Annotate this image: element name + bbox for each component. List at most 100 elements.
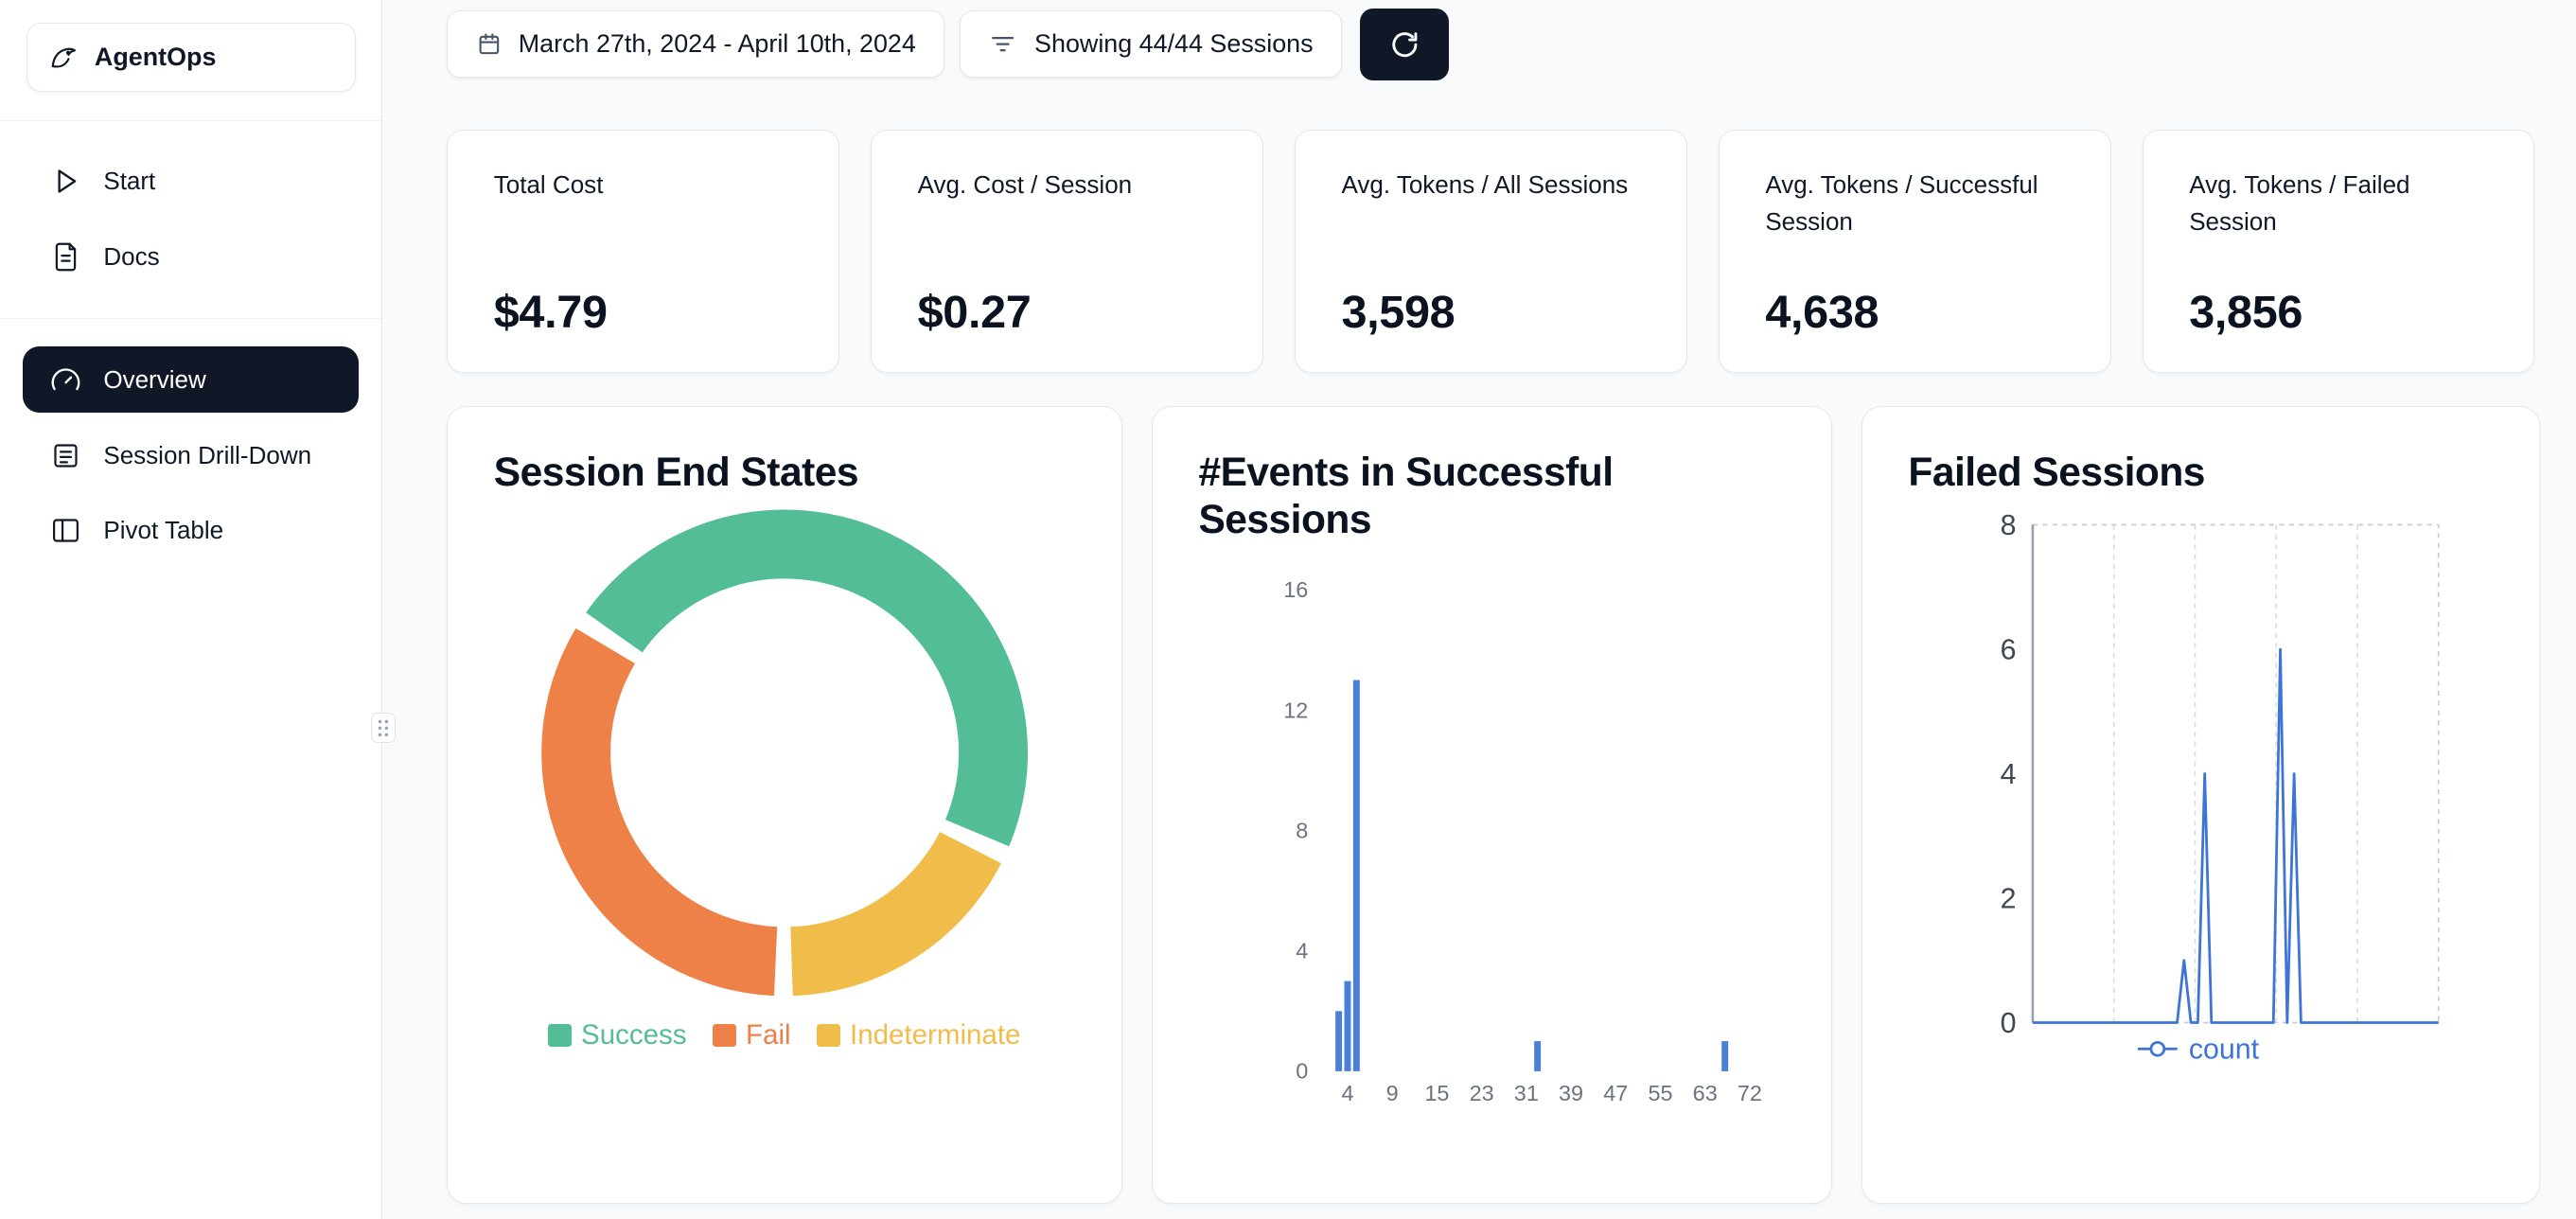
legend-item-count[interactable]: count	[2138, 1034, 2260, 1065]
donut-legend: Success Fail Indeterminate	[494, 1019, 1075, 1051]
refresh-button[interactable]	[1360, 8, 1449, 81]
donut-segment-indeterminate	[790, 832, 1001, 997]
stat-label: Avg. Tokens / All Sessions	[1341, 170, 1629, 200]
charts-row: Session End States Success Fail Indetermin…	[384, 373, 2576, 1205]
x-tick-label: 23	[1470, 1081, 1494, 1105]
sidebar-item-label: Start	[103, 167, 156, 196]
app-name: AgentOps	[94, 43, 217, 72]
y-tick-label: 0	[1297, 1058, 1309, 1083]
chart-title: Session End States	[493, 449, 859, 495]
stat-value: 3,856	[2189, 287, 2303, 339]
y-tick-label: 12	[1284, 698, 1309, 722]
legend-label: Success	[581, 1018, 687, 1051]
gauge-icon	[49, 363, 82, 397]
donut-segment-success	[585, 509, 1028, 847]
grip-dots-icon	[379, 719, 389, 736]
sidebar-divider	[0, 119, 382, 121]
count-line-series	[2033, 647, 2440, 1024]
stat-card-avg-tokens-all: Avg. Tokens / All Sessions 3,598	[1294, 130, 1687, 374]
sidebar: AgentOps Start Docs	[0, 0, 383, 1219]
legend-swatch	[817, 1023, 840, 1047]
y-tick-label: 16	[1284, 577, 1309, 602]
sidebar-divider	[0, 317, 382, 319]
stat-value: 4,638	[1765, 287, 1879, 339]
x-tick-label: 4	[1342, 1081, 1354, 1105]
histogram-bar	[1344, 980, 1351, 1071]
y-tick-label: 2	[2001, 883, 2017, 914]
x-tick-label: 39	[1559, 1081, 1583, 1105]
stat-label: Avg. Tokens / Successful Session	[1765, 170, 2038, 237]
stat-card-avg-tokens-failed: Avg. Tokens / Failed Session 3,856	[2142, 130, 2535, 374]
sidebar-item-overview[interactable]: Overview	[23, 346, 360, 413]
sidebar-item-label: Session Drill-Down	[103, 440, 312, 469]
x-tick-label: 9	[1386, 1081, 1399, 1105]
x-tick-label: 72	[1738, 1081, 1762, 1105]
stat-card-total-cost: Total Cost $4.79	[447, 130, 840, 374]
session-list-icon	[49, 439, 82, 472]
stat-card-avg-cost-session: Avg. Cost / Session $0.27	[871, 130, 1263, 374]
date-range-button[interactable]: March 27th, 2024 - April 10th, 2024	[447, 10, 945, 79]
app-logo-box: AgentOps	[26, 23, 356, 93]
stat-label: Total Cost	[493, 170, 604, 200]
sidebar-item-label: Docs	[103, 242, 160, 272]
toolbar: March 27th, 2024 - April 10th, 2024 Show…	[384, 0, 2576, 81]
chart-title: #Events in Successful Sessions	[1198, 449, 1614, 542]
sidebar-item-session-drill-down[interactable]: Session Drill-Down	[23, 422, 359, 487]
pivot-table-icon	[49, 515, 82, 548]
sidebar-item-label: Pivot Table	[103, 516, 224, 545]
x-tick-label: 47	[1604, 1081, 1629, 1105]
stat-card-avg-tokens-successful: Avg. Tokens / Successful Session 4,638	[1718, 130, 2111, 374]
sidebar-item-docs[interactable]: Docs	[23, 224, 359, 290]
stats-row: Total Cost $4.79 Avg. Cost / Session $0.…	[384, 80, 2576, 374]
plot-border	[2032, 523, 2440, 1024]
y-tick-label: 4	[1297, 938, 1309, 963]
filter-icon	[988, 29, 1017, 59]
sidebar-item-pivot-table[interactable]: Pivot Table	[23, 498, 359, 563]
session-end-states-donut-chart	[540, 509, 1028, 997]
sidebar-resize-handle[interactable]	[371, 713, 397, 743]
legend-label: Fail	[746, 1018, 791, 1051]
stat-value: $0.27	[917, 287, 1032, 339]
legend-marker-icon	[2149, 1040, 2166, 1057]
legend-swatch	[713, 1023, 736, 1047]
legend-item-success[interactable]: Success	[548, 1018, 687, 1051]
histogram-bar	[1335, 1011, 1343, 1071]
session-filter-button[interactable]: Showing 44/44 Sessions	[959, 10, 1343, 79]
stat-value: 3,598	[1341, 287, 1456, 339]
play-icon	[49, 166, 82, 199]
x-tick-label: 31	[1514, 1081, 1539, 1105]
stat-value: $4.79	[493, 287, 608, 339]
y-tick-label: 0	[2001, 1008, 2017, 1039]
chart-title: Failed Sessions	[1908, 449, 2205, 495]
docs-icon	[49, 240, 82, 274]
stat-label: Avg. Cost / Session	[917, 170, 1133, 200]
failed-sessions-line-chart: 0 2 4 6 8 count	[2001, 510, 2440, 1065]
legend-swatch	[548, 1023, 572, 1047]
y-tick-label: 8	[2001, 510, 2017, 541]
x-tick-label: 15	[1425, 1081, 1450, 1105]
histogram-bar	[1721, 1040, 1729, 1071]
calendar-icon	[476, 31, 503, 58]
x-tick-label: 55	[1649, 1081, 1673, 1105]
stat-label: Avg. Tokens / Failed Session	[2189, 170, 2410, 237]
y-tick-label: 8	[1297, 818, 1309, 842]
sidebar-item-label: Overview	[103, 364, 206, 394]
legend-item-indeterminate[interactable]: Indeterminate	[817, 1019, 1020, 1051]
x-tick-label: 63	[1693, 1081, 1718, 1105]
session-end-states-card: Session End States Success Fail Indetermin…	[447, 405, 1122, 1205]
events-bar-chart: 0 4 8 12 16 4 9 15 23 31 39 47 55 63 72	[1284, 577, 1763, 1105]
session-filter-label: Showing 44/44 Sessions	[1034, 29, 1314, 59]
main-content: March 27th, 2024 - April 10th, 2024 Show…	[384, 0, 2576, 1219]
histogram-bar	[1353, 680, 1361, 1071]
donut-segment-fail	[540, 627, 777, 997]
legend-item-fail[interactable]: Fail	[713, 1018, 791, 1051]
agentops-logo-icon	[47, 41, 80, 74]
sidebar-item-start[interactable]: Start	[23, 149, 359, 214]
y-tick-label: 4	[2001, 759, 2017, 790]
legend-label: count	[2189, 1034, 2260, 1065]
legend-label: Indeterminate	[850, 1018, 1021, 1051]
failed-sessions-card: Failed Sessions 0 2 4 6 8 count	[1861, 405, 2540, 1205]
y-tick-label: 6	[2001, 634, 2017, 665]
histogram-bar	[1534, 1040, 1542, 1071]
